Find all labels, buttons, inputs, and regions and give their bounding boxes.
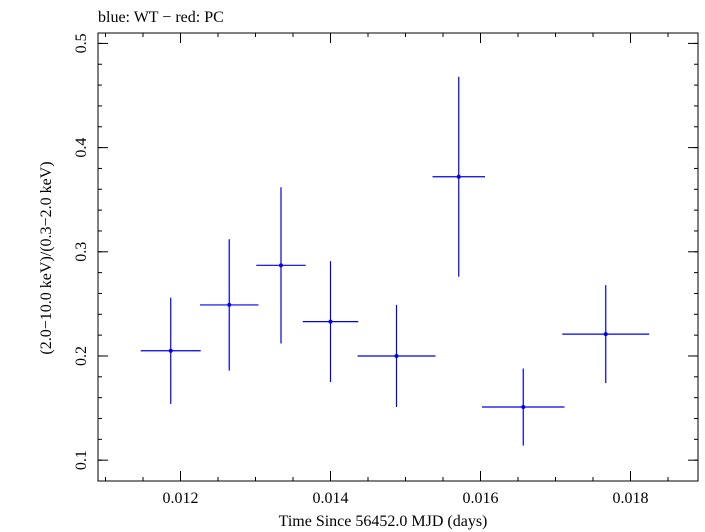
- plot-frame: [97, 32, 699, 482]
- point-marker: [521, 405, 526, 410]
- x-tick-label: 0.014: [313, 490, 349, 507]
- y-tick-label: 0.1: [73, 450, 90, 470]
- point-marker: [227, 302, 232, 307]
- data-point: [482, 368, 565, 446]
- point-marker: [603, 332, 608, 337]
- point-marker: [394, 353, 399, 358]
- point-marker: [328, 319, 333, 324]
- plot-area: [140, 76, 650, 446]
- point-marker: [456, 174, 461, 179]
- x-axis-label: Time Since 56452.0 MJD (days): [279, 513, 488, 530]
- x-tick-label: 0.016: [463, 490, 499, 507]
- x-tick-label: 0.012: [163, 490, 199, 507]
- point-marker: [168, 348, 173, 353]
- data-point: [562, 285, 650, 384]
- data-point: [200, 239, 259, 371]
- x-axis: 0.012 0.014 0.016 0.018: [105, 33, 669, 507]
- y-tick-label: 0.5: [73, 33, 90, 53]
- data-point: [256, 187, 306, 344]
- data-point: [357, 304, 436, 408]
- data-point: [302, 261, 359, 383]
- x-tick-label: 0.018: [613, 490, 649, 507]
- y-tick-label: 0.3: [73, 242, 90, 262]
- data-point: [432, 76, 485, 277]
- y-tick-label: 0.2: [73, 346, 90, 366]
- chart-title: blue: WT − red: PC: [98, 9, 224, 26]
- y-axis-label: (2.0−10.0 keV)/(0.3−2.0 keV): [38, 161, 55, 354]
- y-axis: 0.1 0.2 0.3 0.4 0.5: [73, 33, 698, 482]
- point-marker: [279, 263, 283, 268]
- y-tick-label: 0.4: [73, 138, 90, 158]
- data-point: [140, 297, 201, 404]
